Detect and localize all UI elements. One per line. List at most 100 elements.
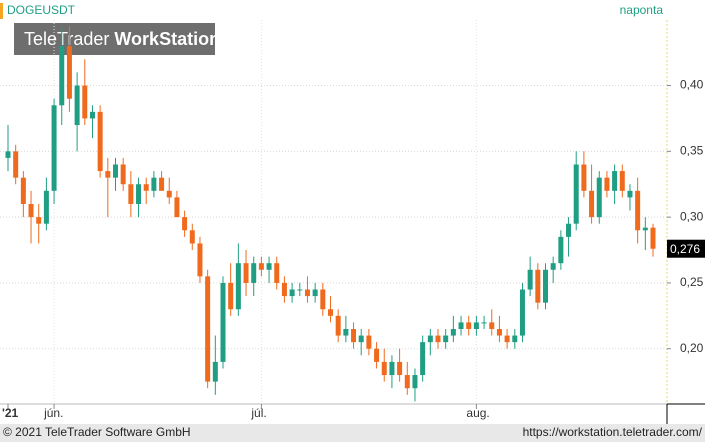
footer-right: https://workstation.teletrader.com/ bbox=[523, 425, 703, 439]
candle-body bbox=[558, 236, 564, 264]
candle-body bbox=[397, 361, 403, 376]
candle-body bbox=[543, 269, 548, 303]
candle-body bbox=[120, 164, 126, 185]
candle-body bbox=[351, 328, 357, 343]
candle-body bbox=[473, 322, 479, 329]
candle-body bbox=[97, 111, 103, 172]
candle-body bbox=[51, 105, 57, 191]
candle-body bbox=[113, 164, 118, 178]
candle-body bbox=[151, 177, 157, 191]
candle-body bbox=[366, 335, 372, 349]
symbol-marker bbox=[0, 3, 3, 19]
candle-body bbox=[412, 375, 418, 389]
candle-body bbox=[289, 289, 295, 297]
candle-body bbox=[596, 177, 602, 218]
candle-body bbox=[512, 335, 518, 343]
candle-body bbox=[74, 85, 80, 126]
candle-body bbox=[504, 335, 510, 343]
candle-body bbox=[251, 263, 257, 283]
x-tick-label: aug. bbox=[466, 406, 489, 420]
candle-body bbox=[566, 223, 572, 237]
candle-body bbox=[197, 243, 203, 277]
candle-body bbox=[420, 342, 426, 376]
candle-body bbox=[519, 289, 525, 336]
interval: naponta bbox=[620, 3, 664, 17]
last-price-label: 0,276 bbox=[670, 242, 700, 256]
candle-body bbox=[443, 335, 449, 343]
candle-body bbox=[166, 190, 172, 198]
x-tick-label: jún. bbox=[43, 406, 63, 420]
symbol: DOGEUSDT bbox=[7, 3, 76, 17]
candle-body bbox=[604, 177, 610, 191]
x-tick-label: júl. bbox=[250, 406, 266, 420]
candle-body bbox=[635, 190, 641, 231]
y-tick-label: 0,25 bbox=[680, 275, 704, 289]
candle-body bbox=[374, 348, 380, 362]
candle-body bbox=[304, 289, 310, 297]
candle-body bbox=[343, 328, 349, 336]
candle-body bbox=[243, 263, 249, 283]
candle-body bbox=[427, 335, 433, 343]
candle-body bbox=[297, 289, 303, 291]
y-tick-label: 0,35 bbox=[680, 144, 704, 158]
candle-body bbox=[105, 171, 111, 178]
candle-body bbox=[642, 227, 648, 231]
y-tick-label: 0,30 bbox=[680, 209, 704, 223]
candle-body bbox=[82, 85, 88, 119]
candle-body bbox=[589, 190, 595, 218]
candle-body bbox=[13, 151, 19, 178]
y-tick-label: 0,40 bbox=[680, 78, 704, 92]
footer-bar bbox=[0, 424, 705, 442]
candle-body bbox=[627, 190, 633, 198]
candle-body bbox=[20, 177, 26, 204]
candle-body bbox=[5, 151, 11, 158]
candle-body bbox=[389, 361, 395, 376]
candle-body bbox=[159, 177, 165, 191]
candle-body bbox=[335, 315, 341, 336]
watermark-box bbox=[14, 23, 215, 55]
candle-body bbox=[136, 184, 142, 204]
candle-body bbox=[220, 282, 226, 362]
candle-body bbox=[550, 263, 556, 270]
candle-body bbox=[381, 361, 387, 376]
candle-body bbox=[450, 328, 456, 336]
candle-body bbox=[189, 230, 195, 244]
candle-body bbox=[435, 335, 441, 343]
footer-left: © 2021 TeleTrader Software GmbH bbox=[3, 425, 191, 439]
y-tick-label: 0,20 bbox=[680, 341, 704, 355]
candle-body bbox=[281, 282, 287, 297]
candle-body bbox=[489, 322, 495, 329]
candle-body bbox=[496, 328, 502, 336]
candle-body bbox=[66, 46, 72, 99]
candle-body bbox=[212, 361, 218, 382]
candle-body bbox=[274, 263, 280, 283]
watermark: TeleTrader WorkStation bbox=[24, 29, 220, 49]
candle-body bbox=[458, 322, 464, 329]
candle-body bbox=[28, 203, 34, 218]
candle-body bbox=[573, 164, 579, 224]
candle-body bbox=[182, 217, 188, 231]
candle-body bbox=[258, 263, 264, 270]
candle-body bbox=[328, 309, 333, 316]
candle-body bbox=[174, 197, 180, 218]
candle-body bbox=[320, 289, 326, 310]
candle-body bbox=[89, 111, 95, 119]
candle-body bbox=[228, 282, 234, 310]
candle-body bbox=[266, 263, 272, 270]
candle-body bbox=[312, 289, 318, 297]
candle-body bbox=[404, 375, 410, 389]
candle-body bbox=[205, 276, 211, 382]
candle-body bbox=[527, 269, 533, 290]
candle-body bbox=[128, 184, 134, 204]
candle-body bbox=[36, 217, 42, 224]
candle-body bbox=[535, 269, 541, 303]
candle-body bbox=[581, 164, 587, 191]
candle-body bbox=[612, 171, 618, 191]
last-price-box bbox=[667, 239, 705, 258]
x-tick-label: '21 bbox=[2, 406, 19, 420]
candle-body bbox=[358, 335, 364, 343]
candle-body bbox=[59, 46, 65, 106]
candle-body bbox=[143, 184, 149, 191]
